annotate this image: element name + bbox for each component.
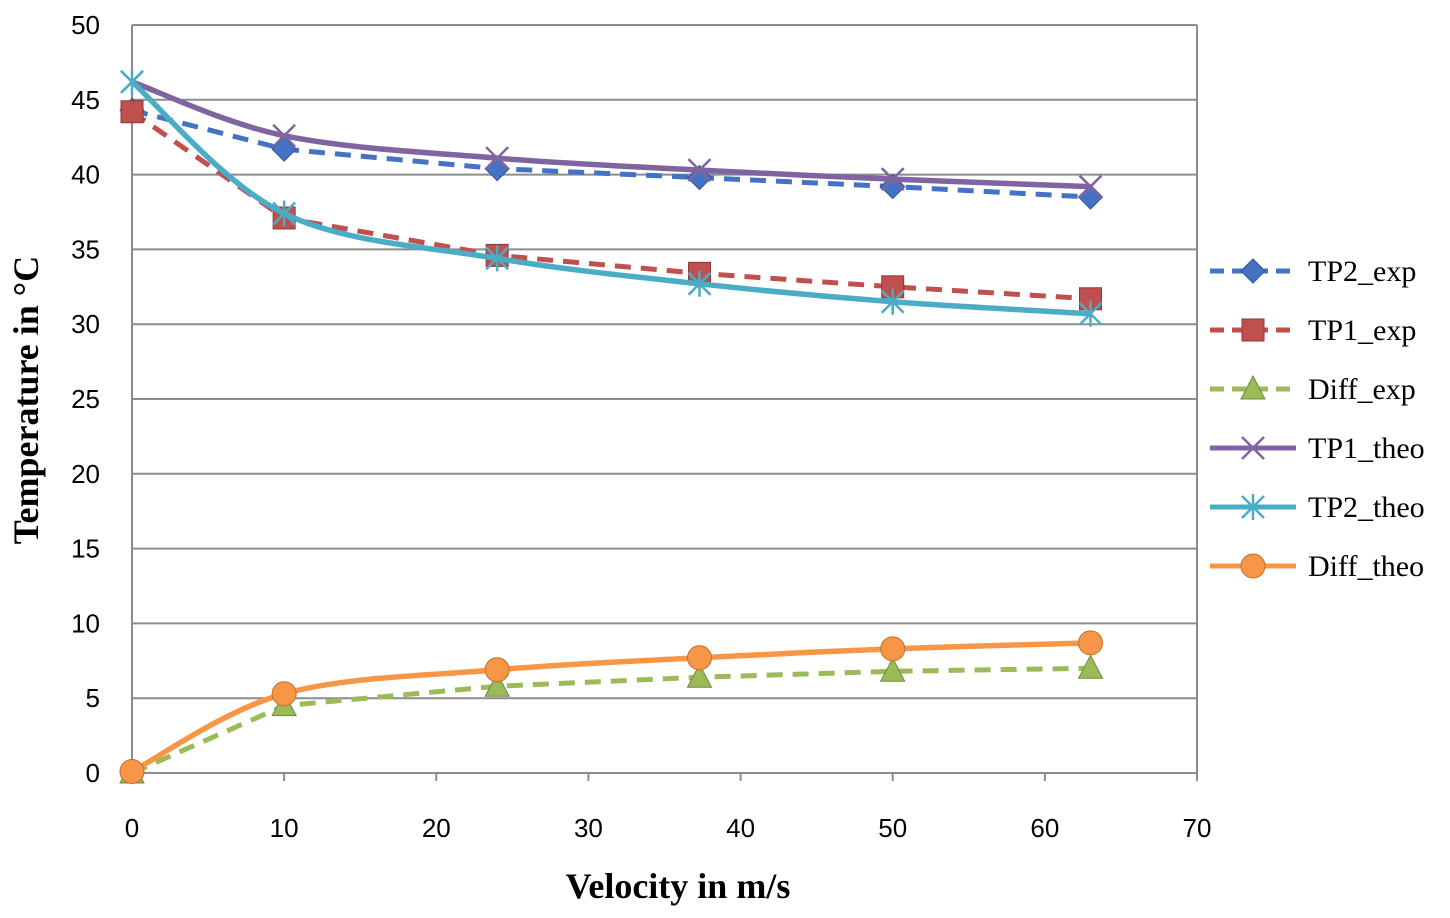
x-tick-label: 70 [1183,813,1212,843]
legend-marker [1240,374,1266,400]
x-tick-labels: 0 10 20 30 40 50 60 70 [125,813,1212,843]
y-tick-label: 15 [71,534,100,564]
data-point [687,270,712,297]
y-tick-label: 5 [86,683,100,713]
data-point [272,123,297,148]
series-layer [119,68,1104,785]
series-line [131,79,1091,190]
data-point [484,672,510,697]
y-tick-labels: 0 5 10 15 20 25 30 35 40 45 50 [71,10,100,788]
series-line [130,109,1091,302]
x-tick-label: 10 [270,813,299,843]
legend-label: Diff_theo [1308,550,1424,583]
x-axis-title: Velocity in m/s [566,866,791,906]
x-tick-label: 20 [422,813,451,843]
legend-item: TP1_theo [1210,432,1425,465]
legend-marker [1240,553,1266,579]
data-point [1078,300,1103,327]
series-Diff_exp [119,654,1104,784]
legend-item: TP1_exp [1210,314,1416,347]
data-point [120,100,144,124]
x-tick-label: 0 [125,813,139,843]
legend-label: TP2_theo [1308,491,1425,524]
data-point [484,657,510,683]
legend-label: TP2_exp [1308,255,1416,288]
gridlines [132,24,1197,700]
data-point [879,657,906,682]
data-point [120,68,144,95]
data-point [1078,174,1103,199]
series-TP1_theo [120,69,1103,199]
y-tick-label: 45 [71,85,100,115]
y-tick-label: 25 [71,384,100,414]
x-tick-label: 30 [574,813,603,843]
y-tick-label: 40 [71,160,100,190]
legend-item: Diff_exp [1210,373,1416,406]
legend: TP2_exp TP1_exp Diff_exp TP1_theo TP2_theo Di… [1210,255,1425,583]
series-Diff_theo [119,630,1103,785]
data-point [119,759,145,785]
data-point [271,136,297,162]
series-TP2_exp [119,97,1104,210]
legend-item: Diff_theo [1210,550,1424,583]
data-point [687,158,712,182]
data-point [485,245,510,272]
data-point [686,663,713,688]
x-tick-label: 60 [1030,813,1059,843]
x-tick-label: 40 [726,813,755,843]
x-tick-label: 50 [878,813,907,843]
y-tick-label: 50 [71,10,100,40]
series-line [130,79,1091,317]
data-point [880,636,906,662]
data-point [1077,654,1104,679]
legend-item: TP2_theo [1210,491,1425,524]
y-tick-label: 0 [86,758,100,788]
series-line [131,107,1091,200]
legend-marker [1241,318,1265,342]
data-point [1078,630,1103,656]
legend-label: Diff_exp [1308,373,1416,406]
legend-marker [1240,258,1266,284]
data-point [272,200,297,227]
data-point [271,681,297,707]
legend-item: TP2_exp [1210,255,1416,288]
axes [131,25,1198,781]
y-tick-label: 20 [71,459,100,489]
data-point [485,146,510,171]
series-TP2_theo [120,68,1103,327]
legend-label: TP1_exp [1308,314,1416,347]
y-tick-label: 30 [71,309,100,339]
data-point [686,645,712,671]
legend-label: TP1_theo [1308,432,1425,465]
y-tick-label: 10 [71,608,100,638]
legend-marker [1241,436,1265,460]
series-line [130,665,1091,776]
legend-marker [1241,494,1265,520]
y-axis-title: Temperature in °C [6,256,46,544]
series-line [130,640,1091,774]
data-point [880,288,905,315]
y-tick-label: 35 [71,234,100,264]
data-point [880,167,905,191]
